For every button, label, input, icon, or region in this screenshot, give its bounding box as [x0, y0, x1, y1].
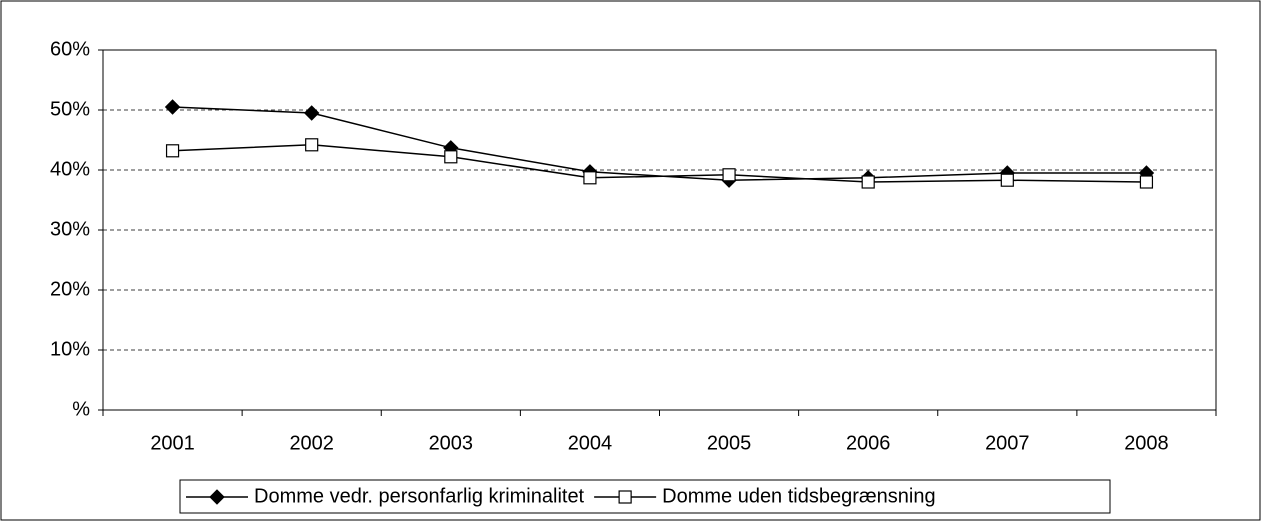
legend-marker — [618, 490, 632, 504]
y-tick-label: 40% — [50, 158, 90, 180]
x-tick-label: 2002 — [289, 432, 334, 454]
point — [303, 105, 320, 121]
point — [1139, 175, 1154, 189]
point — [861, 175, 875, 189]
point — [1000, 173, 1014, 187]
y-tick-label: 30% — [50, 218, 90, 240]
x-tick-label: 2004 — [568, 432, 613, 454]
point — [305, 138, 319, 152]
point — [583, 171, 597, 185]
series-line — [172, 144, 1147, 183]
x-tick-label: 2005 — [707, 432, 752, 454]
y-tick-label: 20% — [50, 278, 90, 300]
point — [444, 150, 458, 164]
point — [722, 168, 736, 182]
x-tick-label: 2001 — [150, 432, 195, 454]
x-tick-label: 2006 — [846, 432, 891, 454]
point — [164, 99, 181, 115]
y-tick-label: % — [72, 398, 90, 420]
legend-label: Domme uden tidsbegrænsning — [662, 485, 936, 507]
point — [165, 144, 180, 158]
y-tick-label: 60% — [50, 38, 90, 60]
x-tick-label: 2007 — [985, 432, 1030, 454]
y-tick-label: 10% — [50, 338, 90, 360]
x-tick-label: 2003 — [429, 432, 474, 454]
y-tick-label: 50% — [50, 98, 90, 120]
legend-marker — [209, 489, 225, 505]
x-tick-label: 2008 — [1124, 432, 1169, 454]
legend-label: Domme vedr. personfarlig kriminalitet — [254, 485, 585, 507]
